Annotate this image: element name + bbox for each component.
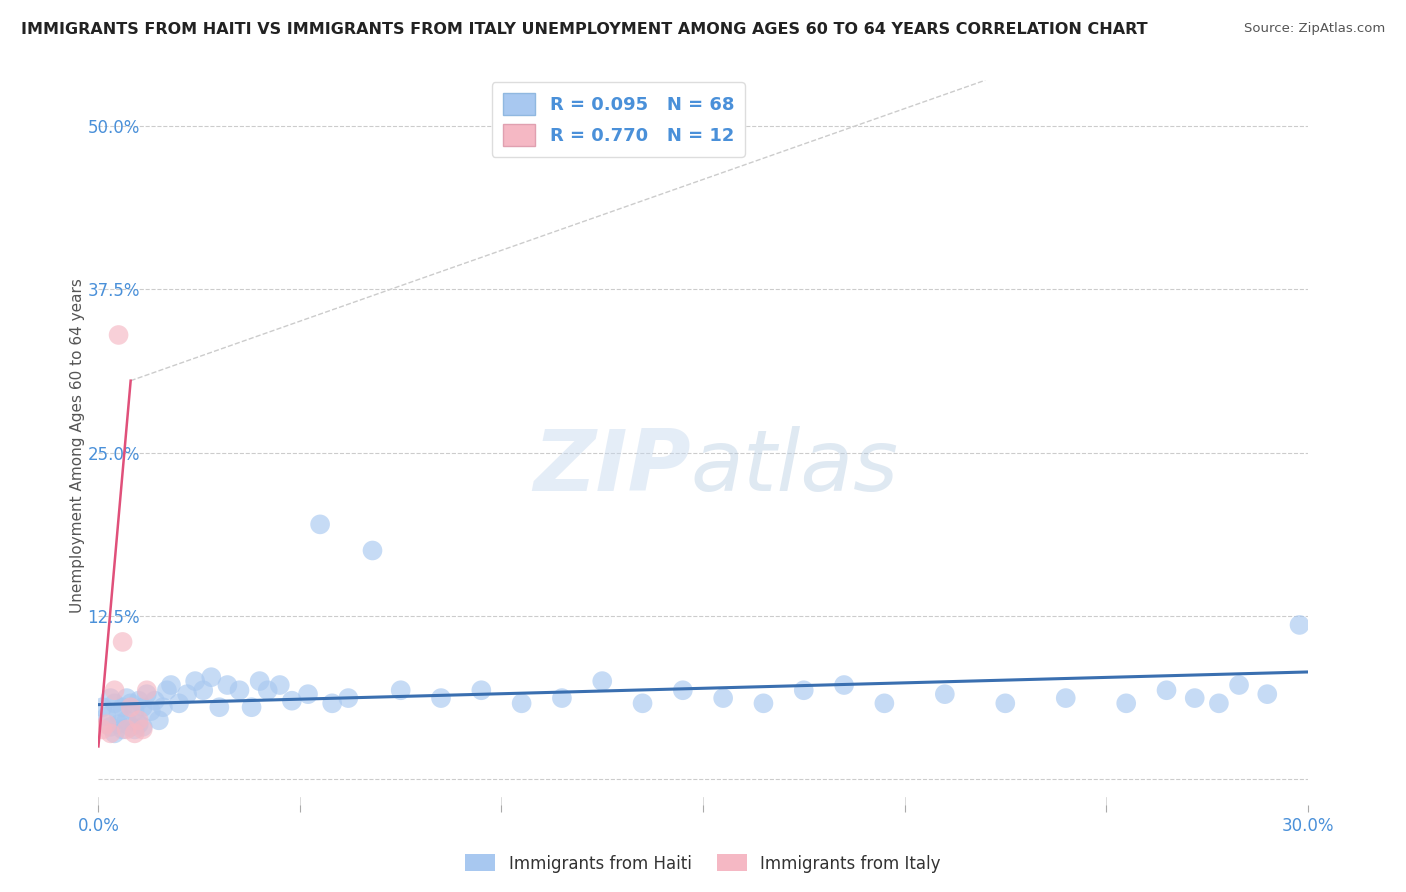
Text: ZIP: ZIP (533, 426, 690, 509)
Point (672, 683, 695, 698)
Point (551, 691, 574, 706)
Point (1288, 618, 1310, 632)
Point (200, 670, 222, 684)
Point (1184, 691, 1206, 706)
Point (115, 723, 138, 737)
Point (389, 683, 412, 698)
Point (120, 696, 142, 710)
Point (115, 691, 138, 706)
Point (107, 328, 129, 343)
Point (100, 691, 122, 706)
Point (208, 700, 231, 714)
Point (217, 678, 239, 692)
Point (269, 678, 291, 692)
Point (103, 683, 125, 698)
Point (120, 700, 142, 714)
Point (115, 714, 138, 728)
Point (256, 683, 278, 698)
Point (1256, 687, 1278, 701)
Point (124, 704, 146, 718)
Text: Source: ZipAtlas.com: Source: ZipAtlas.com (1244, 22, 1385, 36)
Point (96, 717, 118, 731)
Point (1227, 678, 1250, 692)
Point (1115, 696, 1137, 710)
Point (167, 696, 190, 710)
Point (135, 683, 157, 698)
Point (148, 714, 170, 728)
Point (107, 717, 129, 731)
Point (281, 694, 304, 708)
Point (91, 700, 114, 714)
Point (793, 683, 815, 698)
Point (128, 714, 150, 728)
Point (240, 700, 263, 714)
Point (124, 726, 146, 740)
Point (128, 694, 150, 708)
Point (152, 700, 174, 714)
Point (128, 717, 150, 731)
Point (156, 683, 179, 698)
Point (711, 691, 734, 706)
Point (873, 696, 896, 710)
Point (994, 696, 1017, 710)
Point (132, 720, 155, 734)
Point (103, 696, 125, 710)
Point (124, 723, 146, 737)
Point (470, 683, 492, 698)
Point (111, 700, 134, 714)
Point (96, 709, 118, 723)
Point (132, 723, 155, 737)
Point (249, 674, 271, 689)
Y-axis label: Unemployment Among Ages 60 to 64 years: Unemployment Among Ages 60 to 64 years (69, 278, 84, 614)
Point (430, 691, 453, 706)
Point (510, 696, 533, 710)
Point (752, 696, 775, 710)
Point (111, 723, 134, 737)
Point (143, 694, 166, 708)
Legend: Immigrants from Haiti, Immigrants from Italy: Immigrants from Haiti, Immigrants from I… (458, 847, 948, 880)
Point (631, 696, 654, 710)
Point (1156, 683, 1178, 698)
Point (160, 678, 183, 692)
Point (135, 687, 157, 701)
Point (100, 720, 122, 734)
Point (591, 674, 613, 689)
Point (1054, 691, 1077, 706)
Point (297, 687, 319, 701)
Point (228, 683, 250, 698)
Point (111, 635, 134, 649)
Point (176, 687, 198, 701)
Text: IMMIGRANTS FROM HAITI VS IMMIGRANTS FROM ITALY UNEMPLOYMENT AMONG AGES 60 TO 64 : IMMIGRANTS FROM HAITI VS IMMIGRANTS FROM… (21, 22, 1147, 37)
Point (193, 683, 215, 698)
Point (321, 696, 343, 710)
Point (309, 517, 332, 532)
Point (107, 706, 129, 721)
Point (120, 720, 142, 734)
Legend: R = 0.095   N = 68, R = 0.770   N = 12: R = 0.095 N = 68, R = 0.770 N = 12 (492, 82, 745, 157)
Point (100, 726, 122, 740)
Point (103, 726, 125, 740)
Point (1208, 696, 1230, 710)
Point (337, 691, 360, 706)
Point (91, 723, 114, 737)
Point (934, 687, 956, 701)
Text: atlas: atlas (690, 426, 898, 509)
Point (184, 674, 207, 689)
Point (832, 678, 855, 692)
Point (139, 704, 162, 718)
Point (132, 700, 155, 714)
Point (361, 543, 384, 558)
